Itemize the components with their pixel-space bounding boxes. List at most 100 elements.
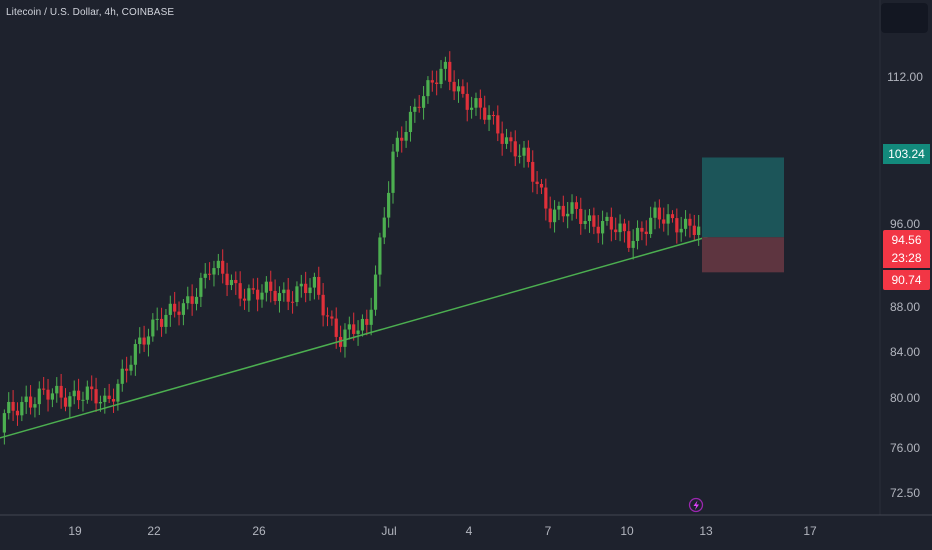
- candle-body: [186, 296, 190, 304]
- candle-body: [181, 303, 185, 315]
- candle-body: [666, 214, 670, 224]
- candle-body: [247, 288, 251, 301]
- candle-body: [430, 80, 434, 83]
- candle-body: [465, 93, 469, 110]
- candle-body: [483, 107, 487, 120]
- candle-body: [627, 231, 631, 248]
- candle-body: [552, 209, 557, 223]
- price-tick-label: 112.00: [887, 70, 923, 84]
- candle-body: [7, 401, 11, 414]
- candle-body: [111, 398, 116, 402]
- price-tick-label: 72.50: [890, 486, 920, 500]
- candle-body: [518, 155, 522, 157]
- lightning-marker[interactable]: [688, 497, 704, 513]
- position-profit-zone[interactable]: [702, 157, 784, 238]
- candle-body: [574, 202, 578, 209]
- candle-body: [225, 273, 229, 286]
- candle-body: [618, 223, 622, 233]
- candle-body: [164, 314, 168, 327]
- candle-body: [487, 115, 491, 120]
- time-tick-label: Jul: [381, 524, 396, 538]
- candle-body: [360, 318, 365, 331]
- trendline[interactable]: [0, 236, 708, 439]
- position-loss-zone[interactable]: [702, 237, 784, 273]
- candle-body: [295, 286, 299, 302]
- candle-body: [33, 404, 37, 408]
- candle-body: [282, 289, 286, 294]
- candle-body: [692, 225, 696, 235]
- candle-body: [496, 115, 500, 134]
- candle-body: [570, 202, 574, 214]
- candle-body: [504, 137, 509, 144]
- candle-body: [277, 293, 282, 302]
- price-axis[interactable]: 112.00 96.00 88.00 84.00 80.00 76.00 72.50: [887, 70, 923, 500]
- candle-body: [373, 274, 378, 310]
- candle-body: [330, 316, 334, 319]
- candle-body: [120, 368, 124, 384]
- candle-body: [439, 68, 443, 85]
- top-right-button[interactable]: [881, 3, 928, 33]
- candle-body: [151, 319, 155, 337]
- candle-body: [68, 396, 72, 407]
- candle-body: [94, 389, 98, 404]
- candle-body: [234, 279, 238, 284]
- time-tick-label: 22: [147, 524, 161, 538]
- candle-body: [229, 279, 234, 286]
- candle-body: [242, 298, 247, 301]
- time-tick-label: 10: [620, 524, 634, 538]
- candle-body: [417, 106, 421, 108]
- candle-body: [221, 260, 225, 274]
- candle-body: [199, 277, 203, 297]
- candles-group: [2, 51, 701, 445]
- candle-body: [653, 207, 657, 218]
- candle-body: [59, 385, 63, 398]
- candle-body: [657, 207, 661, 220]
- stop-price-tag: 90.74: [883, 270, 930, 290]
- candle-body: [159, 318, 164, 327]
- candle-body: [509, 137, 513, 142]
- candle-body: [347, 324, 351, 330]
- candle-body: [583, 221, 587, 224]
- candle-body: [155, 318, 159, 320]
- candle-body: [535, 181, 539, 184]
- candle-body: [77, 390, 81, 401]
- candle-body: [561, 205, 565, 217]
- candle-body: [435, 82, 439, 85]
- candle-body: [356, 330, 360, 334]
- candle-body: [596, 226, 600, 234]
- candle-body: [387, 192, 391, 218]
- candle-body: [539, 183, 544, 188]
- candle-body: [55, 385, 59, 394]
- time-tick-label: 4: [466, 524, 473, 538]
- candle-body: [190, 296, 194, 304]
- candle-body: [649, 217, 653, 235]
- candle-body: [20, 402, 24, 416]
- candle-body: [640, 227, 644, 232]
- candle-body: [317, 276, 321, 295]
- candle-body: [103, 395, 107, 403]
- candle-body: [662, 219, 666, 224]
- candle-body: [11, 401, 15, 411]
- time-tick-label: 26: [252, 524, 266, 538]
- candle-body: [474, 98, 478, 108]
- time-axis[interactable]: 19 22 26 Jul 4 7 10 13 17: [68, 524, 817, 538]
- candle-body: [173, 303, 177, 312]
- candle-body: [256, 289, 260, 300]
- candle-body: [98, 402, 103, 404]
- candle-body: [312, 276, 316, 288]
- candle-body: [194, 296, 199, 304]
- candle-body: [365, 318, 369, 325]
- candle-body: [81, 399, 85, 401]
- candle-body: [177, 311, 181, 315]
- candle-body: [107, 395, 111, 399]
- candle-body: [129, 364, 133, 371]
- time-tick-label: 13: [699, 524, 713, 538]
- candle-body: [408, 111, 413, 132]
- candle-body: [461, 86, 465, 94]
- candle-body: [478, 98, 482, 108]
- candle-body: [343, 329, 347, 347]
- candle-body: [325, 315, 330, 317]
- candle-body: [587, 215, 592, 222]
- candle-body: [531, 161, 535, 182]
